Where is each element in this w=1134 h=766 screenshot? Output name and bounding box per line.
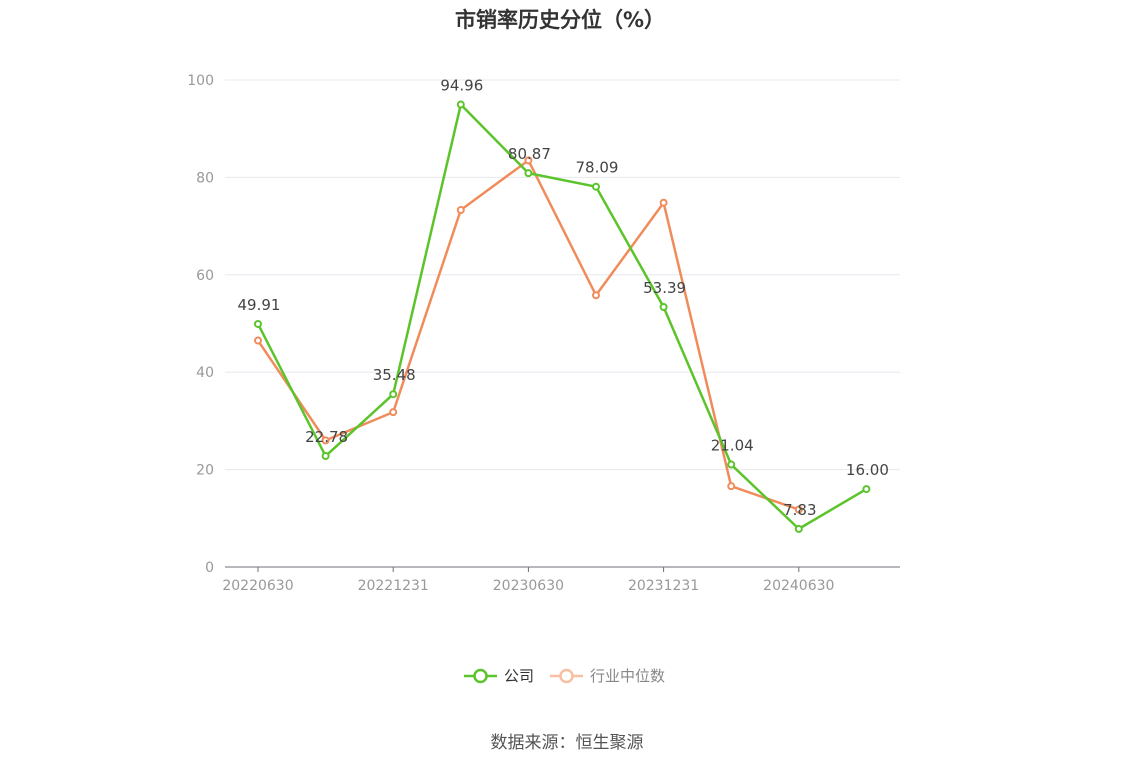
data-point <box>254 319 262 328</box>
series-lines <box>254 100 871 533</box>
data-label: 78.09 <box>576 159 619 177</box>
data-label: 16.00 <box>846 461 889 479</box>
y-axis-ticks: 0 20 40 60 80 100 <box>187 73 214 576</box>
data-point <box>727 482 736 491</box>
legend-label-0: 公司 <box>504 667 534 685</box>
y-tick-label: 100 <box>187 73 214 89</box>
data-point <box>592 182 600 191</box>
legend-label-1: 行业中位数 <box>590 667 665 685</box>
data-point <box>659 198 668 207</box>
data-point <box>524 156 533 165</box>
x-axis: 20220630 20221231 20230630 20231231 20240630 <box>222 566 900 594</box>
data-labels: 49.91 22.78 35.48 94.96 80.87 78.09 53.39 21.04… <box>238 77 889 519</box>
series-line-0 <box>256 103 868 531</box>
series-line-1 <box>256 159 800 511</box>
data-label: 21.04 <box>711 437 754 455</box>
data-point <box>592 291 600 300</box>
data-label: 80.87 <box>508 145 551 163</box>
y-tick-label: 40 <box>196 365 214 381</box>
x-tick-label: 20221231 <box>358 578 429 594</box>
y-tick-label: 60 <box>196 268 214 284</box>
y-tick-label: 20 <box>196 463 214 479</box>
x-tick-label: 20240630 <box>763 578 834 594</box>
data-label: 94.96 <box>440 77 483 95</box>
data-point <box>254 336 262 345</box>
legend-marker-1 <box>559 668 574 684</box>
legend-marker-0 <box>473 668 488 684</box>
data-label: 49.91 <box>238 296 281 314</box>
y-tick-label: 80 <box>196 170 214 186</box>
chart-title: 市销率历史分位（%） <box>454 8 666 32</box>
grid-lines <box>225 79 900 471</box>
data-label: 22.78 <box>305 428 348 446</box>
data-point <box>456 100 465 109</box>
data-point <box>862 485 871 494</box>
data-point <box>524 169 533 178</box>
data-point <box>794 524 803 533</box>
data-source: 数据来源：恒生聚源 <box>490 733 644 753</box>
x-tick-label: 20220630 <box>222 578 293 594</box>
x-tick-label: 20230630 <box>493 578 564 594</box>
data-point <box>389 408 398 417</box>
data-label: 35.48 <box>373 366 416 384</box>
data-point <box>389 390 398 399</box>
data-point <box>659 302 668 311</box>
x-tick-label: 20231231 <box>628 578 699 594</box>
data-point <box>727 460 736 469</box>
data-point <box>456 206 465 215</box>
data-point <box>321 452 330 461</box>
data-point <box>794 505 803 514</box>
data-label: 53.39 <box>643 279 686 297</box>
y-tick-label: 0 <box>205 560 214 576</box>
legend: 公司 行业中位数 <box>464 667 665 685</box>
data-label: 7.83 <box>783 501 816 519</box>
data-point <box>321 436 330 445</box>
